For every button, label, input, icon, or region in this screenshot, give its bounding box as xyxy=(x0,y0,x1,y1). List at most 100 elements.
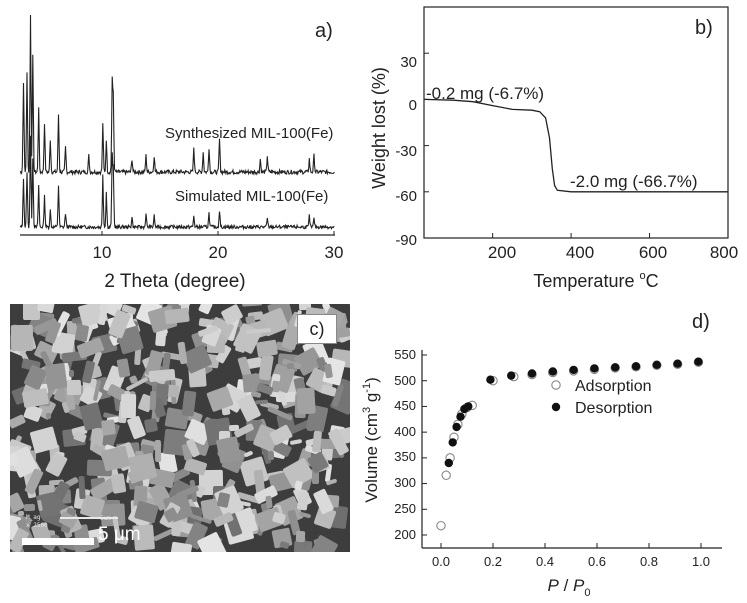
panel-d-ytick-200: 200 xyxy=(394,527,416,542)
sem-particle xyxy=(241,304,263,307)
panel-d-xlabel-p: P xyxy=(548,576,560,595)
sem-particle xyxy=(68,369,75,378)
desorption-point xyxy=(452,422,461,432)
panel-d-xtick-06: 0.6 xyxy=(588,554,606,569)
sem-particle xyxy=(101,419,116,436)
desorption-point xyxy=(448,438,457,447)
sem-particle xyxy=(296,491,310,511)
panel-b-xlabel-main: Temperature xyxy=(533,271,639,291)
panel-d-xlabel-slash: / xyxy=(559,576,573,595)
panel-c-micro-label-3: 5um xyxy=(100,515,111,522)
panel-c-scale-text: 5 μm xyxy=(98,524,141,545)
sem-particle xyxy=(296,387,316,415)
panel-d-ytick-450: 450 xyxy=(394,398,416,413)
sem-particle xyxy=(66,379,82,396)
sem-particle xyxy=(78,475,86,500)
panel-d-axes xyxy=(421,350,722,549)
panel-d-ylabel-main: Volume (cm xyxy=(362,413,381,503)
panel-d-ytick-350: 350 xyxy=(394,449,416,464)
panel-b-xtick-800: 800 xyxy=(710,243,738,262)
sem-particle xyxy=(255,339,279,358)
panel-c-micro-scale-bar xyxy=(60,517,118,519)
panel-d-legend: Adsorption Desorption xyxy=(551,378,652,417)
panel-b-ylabel: Weight lost (%) xyxy=(369,67,389,189)
sem-particle xyxy=(308,534,339,552)
desorption-point xyxy=(652,360,661,369)
desorption-point xyxy=(444,458,453,468)
sem-particle xyxy=(120,393,137,419)
sem-particle xyxy=(265,495,273,509)
panel-b-ticks xyxy=(424,52,729,239)
desorption-point xyxy=(464,402,473,411)
panel-d-ylabel: Volume (cm3 g-1) xyxy=(361,377,381,503)
sem-particle xyxy=(126,415,147,440)
panel-d-ytick-500: 500 xyxy=(394,373,416,388)
panel-b-ytick-m60: -60 xyxy=(395,188,417,205)
panel-b-xlabel-unit: C xyxy=(646,271,659,291)
panel-b-series-weight xyxy=(423,98,728,193)
sem-particle xyxy=(267,450,275,461)
panel-b-frame xyxy=(423,6,729,239)
sem-particle xyxy=(110,473,127,494)
panel-d-ytick-550: 550 xyxy=(394,347,416,362)
sem-particle xyxy=(306,419,315,432)
sem-particle xyxy=(23,304,40,320)
panel-a: 10 20 30 2 Theta (degree) Synthesized MI… xyxy=(19,14,343,292)
sem-particle xyxy=(340,304,350,306)
sem-particle xyxy=(149,390,157,411)
sem-particle xyxy=(177,341,188,365)
panel-b-xlabel-sup: o xyxy=(639,270,645,282)
desorption-point xyxy=(631,362,641,371)
legend-adsorption-label: Adsorption xyxy=(575,378,652,395)
panel-b-ytick-30: 30 xyxy=(400,54,417,71)
panel-a-series-simulated xyxy=(19,135,335,231)
sem-particle xyxy=(312,470,319,484)
desorption-point xyxy=(590,364,599,373)
sem-particle xyxy=(17,510,25,517)
panel-a-xlabel: 2 Theta (degree) xyxy=(104,271,245,292)
sem-particle xyxy=(10,324,34,352)
sem-particle xyxy=(295,530,306,543)
desorption-point xyxy=(548,367,557,376)
panel-b-xtick-400: 400 xyxy=(566,243,594,262)
panel-b-annotation-2: -2.0 mg (-66.7%) xyxy=(570,172,698,191)
desorption-point xyxy=(611,363,620,372)
panel-a-label-simulated: Simulated MIL-100(Fe) xyxy=(175,188,328,205)
panel-d-ylabel-mid: g xyxy=(362,393,381,407)
sem-particle xyxy=(116,358,131,378)
adsorption-point xyxy=(436,520,446,531)
desorption-point xyxy=(456,412,465,421)
desorption-point xyxy=(527,369,537,378)
sem-particle xyxy=(320,384,337,397)
panel-b-ytick-m30: -30 xyxy=(395,143,417,160)
panel-c-tag: c) xyxy=(297,314,337,344)
desorption-point xyxy=(569,365,578,375)
sem-particle xyxy=(286,362,295,370)
panel-d-tag: d) xyxy=(692,311,710,333)
panel-c-micro-label-2: x 2500 xyxy=(26,522,48,529)
sem-particle xyxy=(148,368,176,383)
legend-desorption-label: Desorption xyxy=(575,400,652,417)
panel-b-tag: b) xyxy=(695,17,713,39)
panel-d-xlabel-sub: 0 xyxy=(584,587,590,599)
panel-d-xtick-08: 0.8 xyxy=(640,554,658,569)
panel-d-points xyxy=(436,357,704,531)
sem-particle xyxy=(164,307,190,325)
panel-d-ytick-400: 400 xyxy=(394,424,416,439)
desorption-point xyxy=(673,359,682,368)
sem-particle xyxy=(10,492,26,513)
panel-d-xlabel: P / P0 xyxy=(548,576,591,599)
panel-b: 30 0 -30 -60 -90 200 400 600 800 Weight … xyxy=(369,6,738,291)
panel-d-ylabel-end: ) xyxy=(362,377,381,383)
panel-d-ytick-300: 300 xyxy=(394,475,416,490)
panel-b-xlabel: Temperature oC xyxy=(533,270,658,291)
panel-b-annotation-1: -0.2 mg (-6.7%) xyxy=(426,84,544,103)
panel-a-tag: a) xyxy=(315,20,333,42)
panel-a-ticklabel-10: 10 xyxy=(93,243,112,262)
panel-b-ytick-m90: -90 xyxy=(395,232,417,249)
legend-adsorption-marker xyxy=(551,380,561,390)
sem-particle xyxy=(143,417,159,434)
sem-particle xyxy=(289,438,303,446)
panel-b-xtick-200: 200 xyxy=(488,243,516,262)
